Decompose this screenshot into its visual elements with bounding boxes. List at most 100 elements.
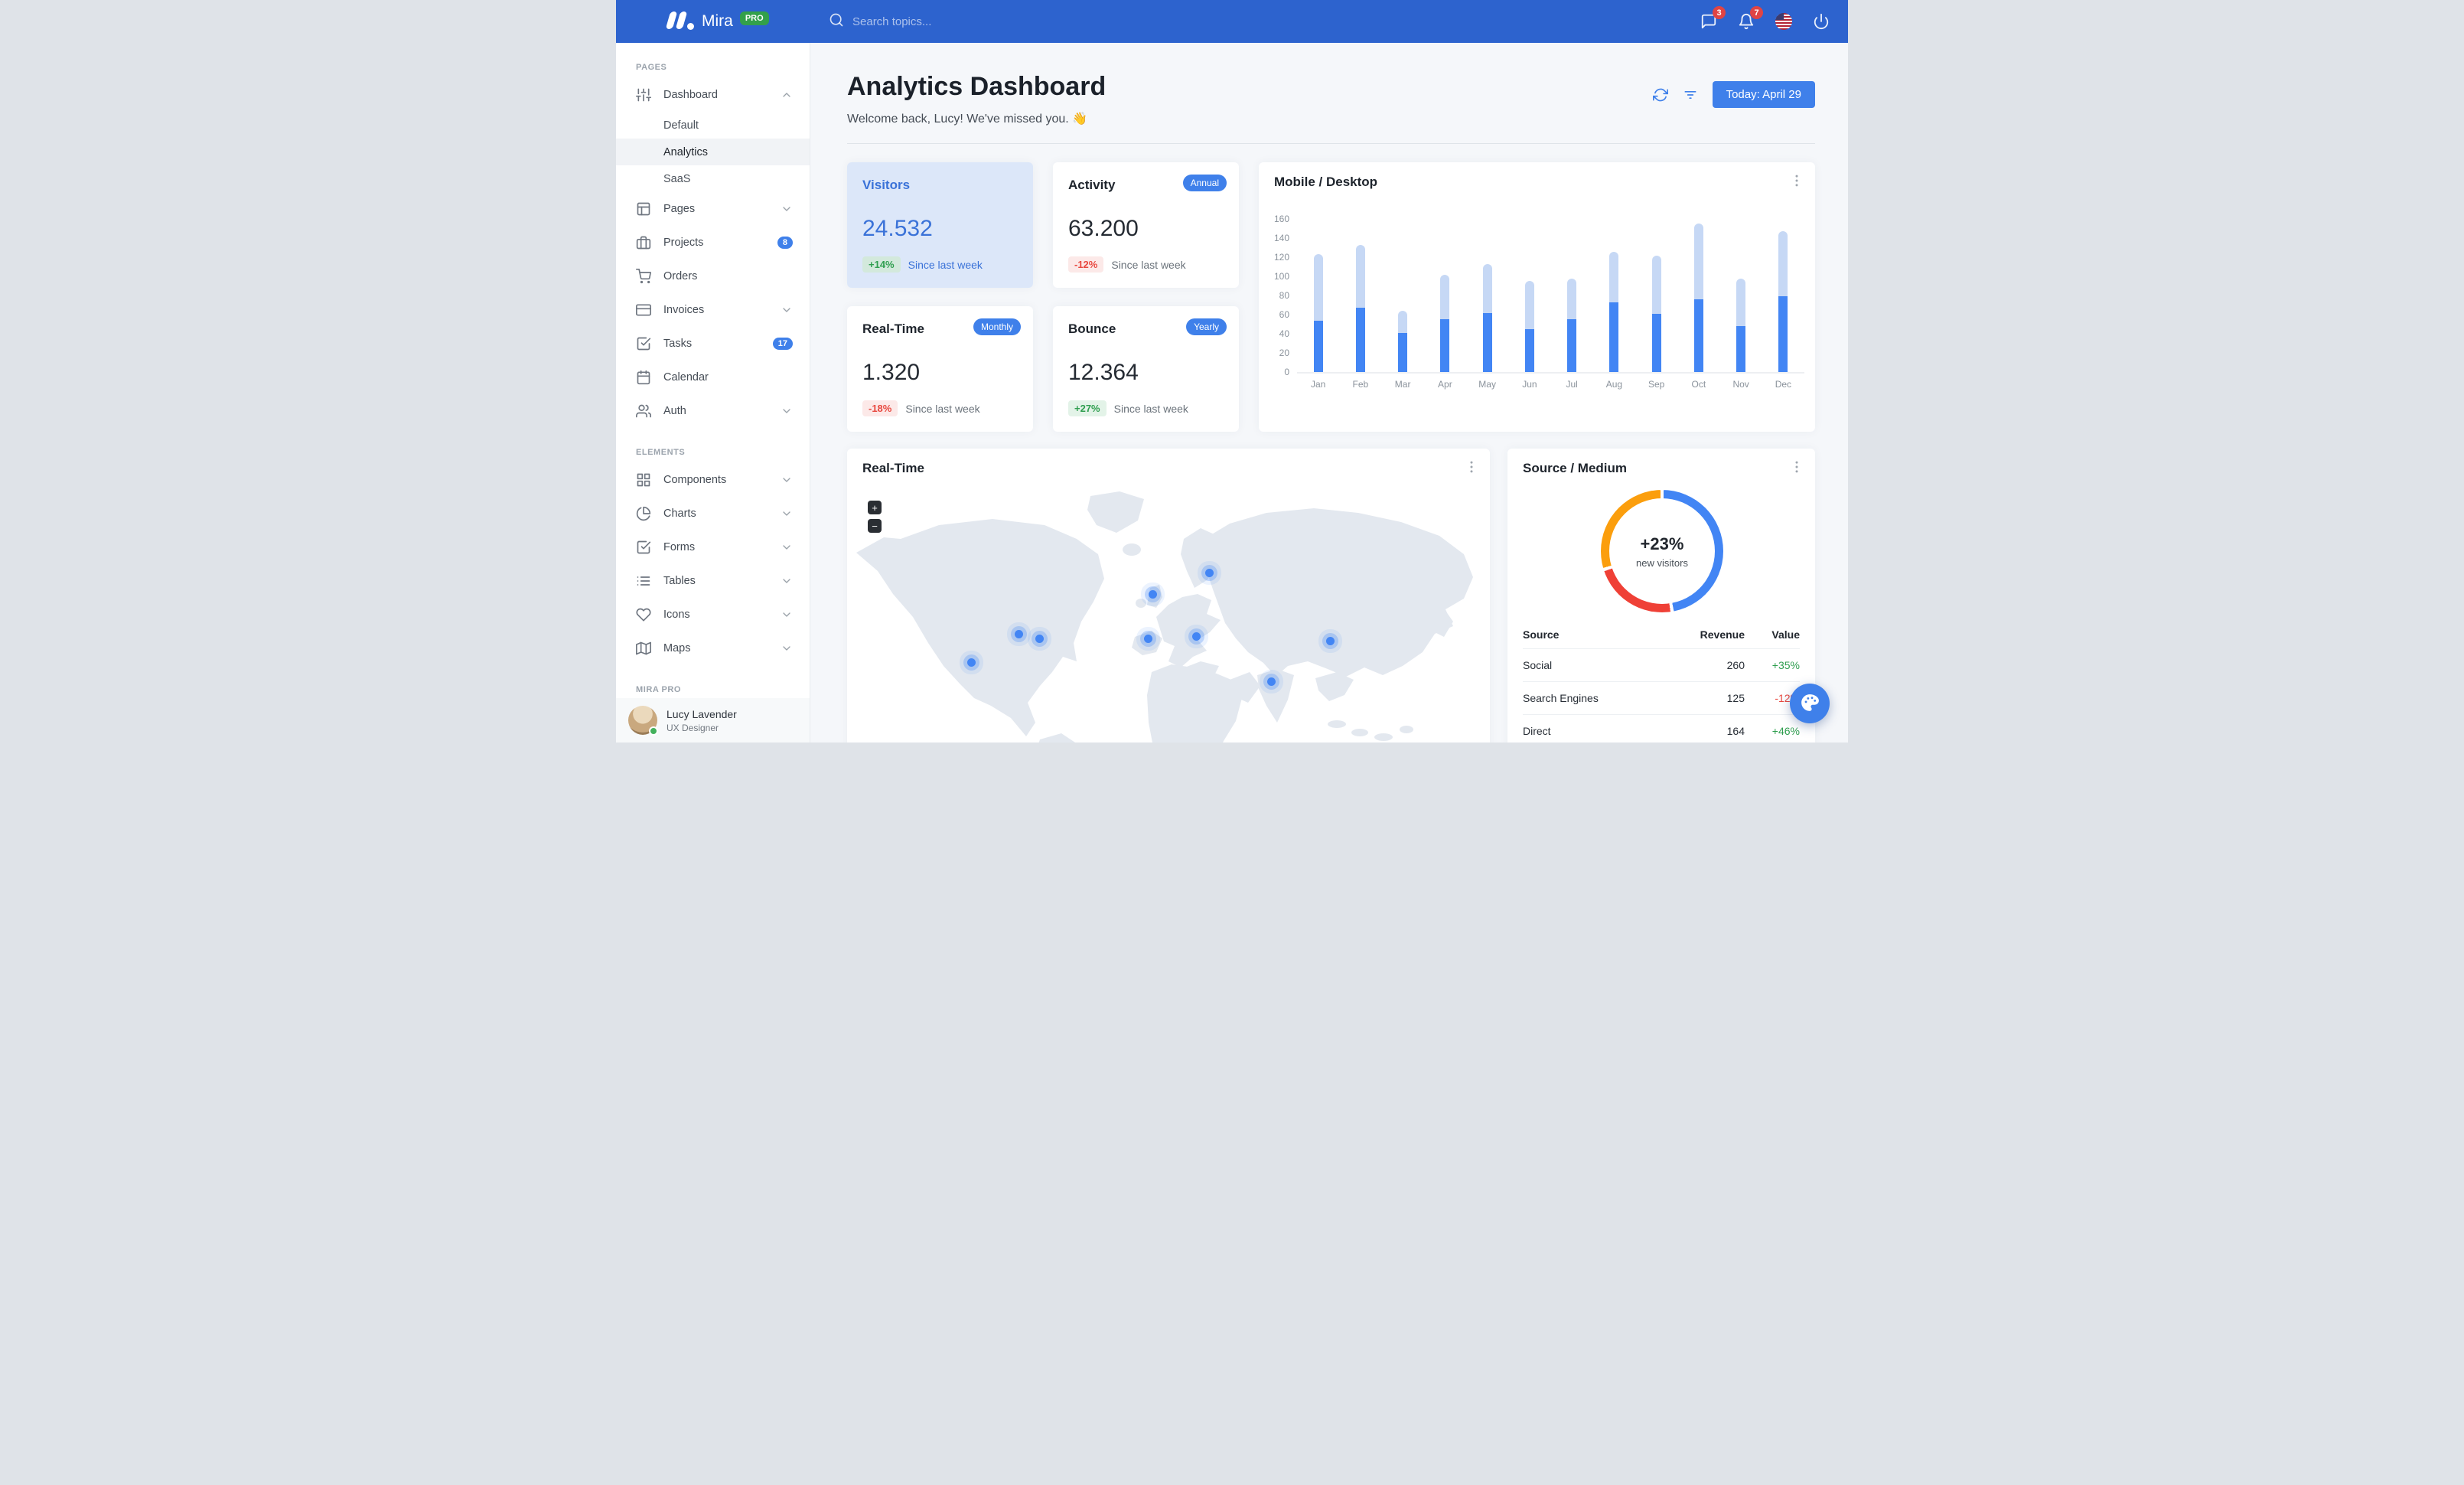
- more-vertical-icon[interactable]: [1789, 173, 1804, 188]
- sidebar-item-dashboard[interactable]: Dashboard: [616, 78, 810, 112]
- sidebar-item-label: Components: [663, 474, 727, 486]
- sidebar-section-label: ELEMENTS: [636, 448, 686, 457]
- map-marker-2[interactable]: [1014, 629, 1023, 638]
- bar-mobile-mar: [1398, 332, 1408, 372]
- sidebar-item-components[interactable]: Components: [616, 463, 810, 497]
- stat-delta-badge: +14%: [862, 256, 901, 273]
- map-marker-9[interactable]: [1326, 636, 1335, 645]
- map-marker-8[interactable]: [1266, 677, 1276, 686]
- sidebar-item-label: Tasks: [663, 338, 693, 350]
- stat-title: Visitors: [862, 178, 911, 192]
- bell-icon: [1739, 14, 1754, 30]
- sidebar-item-icons[interactable]: Icons: [616, 598, 810, 632]
- sidebar-item-pages[interactable]: Pages: [616, 192, 810, 226]
- brand-name: Mira: [702, 12, 733, 30]
- sidebar-item-invoices[interactable]: Invoices: [616, 293, 810, 327]
- chevron-down-icon: [781, 541, 793, 553]
- top-navbar: Mira PRO 3 7: [616, 0, 1848, 43]
- theme-settings-fab[interactable]: [1790, 684, 1830, 723]
- date-range-button[interactable]: Today: April 29: [1712, 81, 1815, 108]
- sidebar-item-auth[interactable]: Auth: [616, 394, 810, 428]
- stat-delta-badge: +27%: [1068, 400, 1107, 416]
- cell-value: +35%: [1771, 659, 1800, 671]
- card-title: Source / Medium: [1523, 461, 1628, 475]
- bar-mobile-apr: [1440, 319, 1450, 372]
- stat-period-badge[interactable]: Yearly: [1186, 318, 1227, 335]
- map-icon: [636, 641, 651, 655]
- sidebar-item-label: Invoices: [663, 304, 705, 316]
- chevron-down-icon: [783, 308, 790, 312]
- card-title: Mobile / Desktop: [1274, 175, 1378, 189]
- stat-caption: Since last week: [908, 258, 983, 271]
- world-map[interactable]: [847, 479, 1490, 742]
- stat-title: Activity: [1068, 178, 1116, 192]
- sidebar-item-orders[interactable]: Orders: [616, 259, 810, 293]
- map-zoom-out-button[interactable]: −: [868, 519, 882, 533]
- sidebar-item-forms[interactable]: Forms: [616, 530, 810, 564]
- stat-card-activity: Activity Annual 63.200 -12% Since last week: [1053, 162, 1239, 288]
- notifications-button[interactable]: 7: [1738, 6, 1763, 30]
- mobile-desktop-bar-chart: 0 20 40 60 80 100 120 140 160 Jan Feb Mar Apr May Jun J…: [1259, 162, 1815, 432]
- header-actions: Today: April 29: [1652, 81, 1815, 108]
- sidebar-item-label: Forms: [663, 541, 696, 553]
- sidebar-item-maps[interactable]: Maps: [616, 632, 810, 665]
- more-vertical-icon[interactable]: [1464, 459, 1479, 475]
- sidebar-item-analytics[interactable]: Analytics: [616, 139, 810, 165]
- brand-logo[interactable]: Mira PRO: [665, 10, 769, 33]
- map-marker-7[interactable]: [1205, 568, 1214, 577]
- welcome-message: Welcome back, Lucy! We've missed you. 👋: [847, 113, 1088, 126]
- sidebar-item-default[interactable]: Default: [616, 112, 810, 139]
- cell-value: +46%: [1771, 725, 1800, 737]
- calendar-icon: [636, 370, 651, 385]
- stat-period-badge[interactable]: Monthly: [973, 318, 1021, 335]
- more-vertical-icon[interactable]: [1789, 459, 1804, 475]
- messages-button[interactable]: 3: [1700, 6, 1726, 30]
- stat-value: 63.200: [1068, 216, 1139, 241]
- map-zoom-in-button[interactable]: +: [868, 501, 882, 514]
- map-marker-5[interactable]: [1143, 634, 1152, 643]
- refresh-icon[interactable]: [1652, 87, 1668, 103]
- stat-card-visitors: Visitors 24.532 +14% Since last week: [847, 162, 1033, 288]
- chevron-down-icon: [781, 508, 793, 520]
- table-row-search-engines: Search Engines 125 -12%: [1523, 681, 1800, 714]
- chevron-down-icon: [783, 207, 790, 211]
- card-title: Real-Time: [862, 461, 924, 475]
- x-axis-line: [1297, 372, 1804, 374]
- language-flag-us-icon[interactable]: [1775, 13, 1792, 30]
- cell-source: Search Engines: [1523, 692, 1599, 704]
- logout-button[interactable]: [1813, 13, 1830, 30]
- sidebar-item-tables[interactable]: Tables: [616, 564, 810, 598]
- users-icon: [636, 403, 651, 419]
- sidebar-item-projects[interactable]: Projects 8: [616, 226, 810, 259]
- map-marker-6[interactable]: [1192, 632, 1201, 641]
- sidebar-item-calendar[interactable]: Calendar: [616, 361, 810, 394]
- mobile-desktop-card: Mobile / Desktop 0 20 40 60 80 100 120 140 160 Ja…: [1259, 162, 1815, 432]
- map-marker-1[interactable]: [966, 658, 976, 667]
- source-medium-table: Source Revenue Value Social 260 +35% Search En…: [1523, 621, 1800, 742]
- search-input[interactable]: [852, 15, 1051, 28]
- stat-period-badge[interactable]: Annual: [1182, 175, 1227, 191]
- sidebar-item-tasks[interactable]: Tasks 17: [616, 327, 810, 361]
- donut-center-subtext: new visitors: [1636, 556, 1688, 569]
- chevron-down-icon: [783, 646, 790, 651]
- chevron-up-icon: [783, 93, 790, 97]
- power-icon: [1813, 13, 1830, 33]
- sidebar-item-label: Auth: [663, 405, 686, 417]
- chevron-down-icon: [781, 609, 793, 621]
- map-marker-4[interactable]: [1148, 590, 1157, 599]
- source-medium-donut-chart: +23% new visitors: [1601, 490, 1723, 612]
- bar-mobile-dec: [1778, 296, 1788, 372]
- sidebar-user-panel[interactable]: Lucy Lavender UX Designer: [616, 698, 810, 742]
- sidebar-item-label: Analytics: [663, 145, 709, 158]
- bar-mobile-feb: [1355, 308, 1365, 372]
- map-icon: [636, 641, 651, 656]
- sidebar-item-saas[interactable]: SaaS: [616, 165, 810, 192]
- sidebar-item-charts[interactable]: Charts: [616, 497, 810, 530]
- user-name: Lucy Lavender: [667, 707, 737, 720]
- x-axis-label: Oct: [1691, 379, 1706, 390]
- filter-icon[interactable]: [1683, 87, 1698, 103]
- y-axis-tick: 160: [1273, 214, 1289, 224]
- map-marker-3[interactable]: [1035, 634, 1044, 643]
- avatar: [628, 706, 658, 736]
- stat-card-real-time: Real-Time Monthly 1.320 -18% Since last week: [847, 306, 1033, 432]
